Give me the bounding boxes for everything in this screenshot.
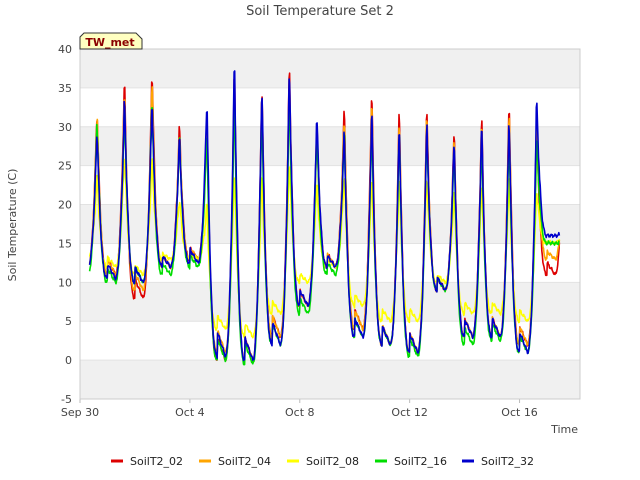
x-tick-label: Oct 4 <box>175 406 205 419</box>
y-tick-label: 20 <box>58 199 72 212</box>
legend-label: SoilT2_04 <box>218 455 271 468</box>
x-tick-label: Oct 12 <box>391 406 428 419</box>
x-tick-label: Oct 16 <box>501 406 538 419</box>
grid-band <box>80 49 580 88</box>
badge-label: TW_met <box>85 36 134 49</box>
legend-label: SoilT2_16 <box>394 455 447 468</box>
y-tick-label: 0 <box>65 354 72 367</box>
x-axis-ticks: Sep 30 Oct 4 Oct 8 Oct 12 Oct 16 <box>61 399 538 419</box>
grid-band <box>80 204 580 244</box>
x-tick-label: Sep 30 <box>61 406 99 419</box>
y-axis-ticks: -5 0 5 10 15 20 25 30 35 40 <box>58 43 72 406</box>
y-tick-label: 40 <box>58 43 72 56</box>
chart-title: Soil Temperature Set 2 <box>246 4 394 19</box>
y-tick-label: 35 <box>58 82 72 95</box>
legend: SoilT2_02 SoilT2_04 SoilT2_08 SoilT2_16 Soil… <box>111 455 534 468</box>
y-tick-label: 25 <box>58 160 72 173</box>
y-tick-label: 15 <box>58 237 72 250</box>
x-tick-label: Oct 8 <box>285 406 315 419</box>
grid-band <box>80 126 580 166</box>
y-tick-label: 5 <box>65 315 72 328</box>
grid-band <box>80 282 580 322</box>
legend-label: SoilT2_32 <box>481 455 534 468</box>
x-axis-label: Time <box>550 423 578 436</box>
y-axis-label: Soil Temperature (C) <box>6 169 19 282</box>
grid-band <box>80 360 580 399</box>
y-tick-label: 30 <box>58 121 72 134</box>
legend-label: SoilT2_02 <box>130 455 183 468</box>
grid-bands <box>80 48 580 400</box>
series-lines <box>88 70 561 366</box>
plot-frame <box>79 48 581 400</box>
y-tick-label: 10 <box>58 276 72 289</box>
station-badge: TW_met <box>79 32 143 50</box>
legend-label: SoilT2_08 <box>306 455 359 468</box>
badge-shape <box>79 32 143 50</box>
y-tick-label: -5 <box>61 393 72 406</box>
series-line-SoilT2_32 <box>88 70 561 362</box>
